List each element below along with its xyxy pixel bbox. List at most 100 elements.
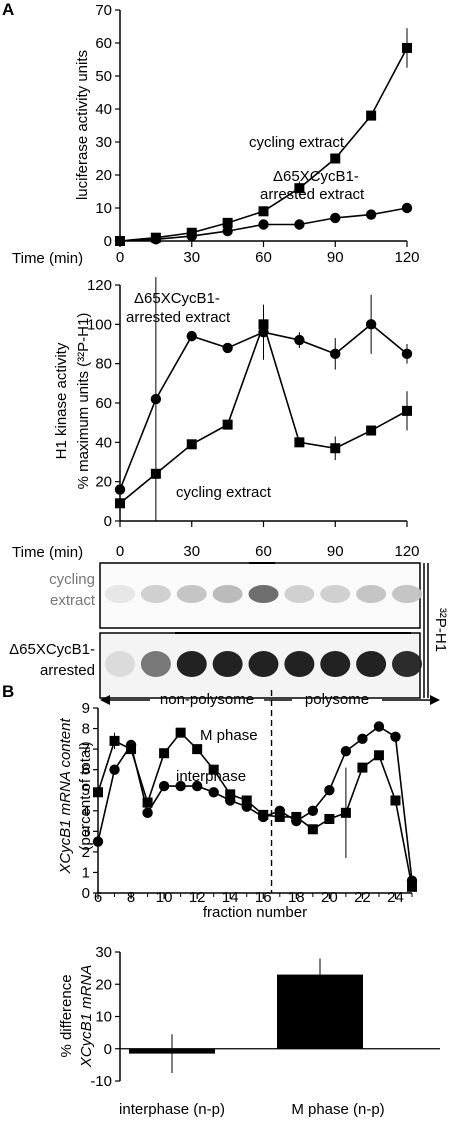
c1-series-1-point bbox=[186, 230, 197, 242]
c3-series-0-line bbox=[97, 731, 413, 887]
gel-band-row2 bbox=[356, 651, 387, 677]
gel-row2-label-1: Δ65XCycB1- bbox=[9, 641, 95, 658]
c3-series-0-point bbox=[407, 881, 417, 892]
c3-ytick-label: 2 bbox=[82, 844, 90, 861]
c1-annot-arrested-2: arrested extract bbox=[260, 186, 365, 203]
panel-label-b: B bbox=[2, 682, 14, 701]
c1-ytick-label: 10 bbox=[95, 200, 112, 217]
gel-band-row2 bbox=[248, 651, 279, 677]
gel-row2-label-2: arrested bbox=[40, 662, 95, 679]
c4-category-label: interphase (n-p) bbox=[119, 1101, 225, 1118]
gel-band-row2 bbox=[176, 651, 207, 677]
c2-series-0-point bbox=[401, 348, 413, 360]
c1-xtick-label: 90 bbox=[327, 249, 344, 266]
c2-xtick-label: 60 bbox=[255, 543, 272, 560]
c3-series-1-point bbox=[324, 785, 335, 796]
c4-ytick-label: -10 bbox=[90, 1073, 112, 1090]
c3-series-0-point bbox=[175, 727, 186, 738]
c1-series-0-point bbox=[294, 183, 305, 194]
difference-chart: % difference XCycB1 mRNA -10 0 10 20 30 inter… bbox=[58, 944, 440, 1118]
c3-series-0-point bbox=[307, 824, 318, 835]
gel-band-row2 bbox=[212, 651, 243, 677]
gel-band-row1 bbox=[105, 585, 135, 603]
c1-series-0-point bbox=[402, 42, 412, 53]
c3-series-1-point bbox=[175, 780, 186, 792]
c3-xtick-label: 14 bbox=[222, 889, 239, 906]
gel-band-row1 bbox=[140, 585, 171, 603]
c3-xtick-label: 12 bbox=[189, 889, 206, 906]
c2-series-0-point bbox=[150, 393, 162, 405]
c1-series-1-point bbox=[258, 219, 269, 230]
c3-ytick-label: 0 bbox=[82, 885, 90, 902]
c3-series-0-point bbox=[159, 748, 170, 759]
c1-series-1-point bbox=[294, 219, 305, 230]
c3-ytick-label: 7 bbox=[82, 741, 90, 758]
c3-series-1-point bbox=[225, 795, 236, 806]
c3-ylabel-2: (percent of total) bbox=[77, 741, 94, 850]
c2-series-1-point bbox=[294, 437, 305, 448]
gel-band-row1 bbox=[212, 585, 243, 603]
c3-ytick-label: 5 bbox=[82, 782, 90, 799]
c2-series-0-point bbox=[222, 342, 233, 354]
c2-ytick-label: 100 bbox=[87, 316, 112, 333]
c3-xtick-label: 20 bbox=[321, 889, 338, 906]
c3-series-0-point bbox=[225, 789, 236, 800]
c2-xtick-label: 30 bbox=[183, 543, 200, 560]
c2-xtick-label: 0 bbox=[116, 543, 124, 560]
c1-series-1-point bbox=[150, 234, 162, 245]
c3-series-0-point bbox=[373, 750, 384, 761]
gel-band-row1 bbox=[284, 585, 315, 603]
c1-xtick-label: 120 bbox=[394, 249, 419, 266]
c3-ytick-label: 6 bbox=[82, 762, 90, 779]
c1-xlabel: Time (min) bbox=[12, 250, 83, 267]
c1-annot-cycling: cycling extract bbox=[249, 134, 345, 151]
c3-xlabel: fraction number bbox=[203, 904, 307, 921]
c3-series-1-point bbox=[208, 787, 219, 798]
c2-ylabel-1: H1 kinase activity bbox=[53, 342, 70, 459]
c2-xlabel: Time (min) bbox=[12, 544, 83, 561]
gel-band-row2 bbox=[284, 651, 315, 677]
c3-series-1-point bbox=[274, 805, 285, 816]
c3-series-0-point bbox=[357, 762, 368, 773]
c2-series-0-point bbox=[294, 334, 305, 346]
c1-series-1-point bbox=[330, 212, 341, 224]
c1-series-1-point bbox=[365, 209, 377, 220]
c1-xtick-label: 0 bbox=[116, 249, 124, 266]
c3-series-0-point bbox=[109, 735, 120, 746]
c1-xtick-label: 30 bbox=[183, 249, 200, 266]
c3-series-1-point bbox=[357, 733, 368, 745]
c3-series-1-point bbox=[241, 801, 252, 812]
c2-annot-cycling: cycling extract bbox=[176, 484, 272, 501]
c2-ylabel-2: % maximum units (³²P-H1) bbox=[75, 313, 92, 490]
h1-kinase-chart: H1 kinase activity % maximum units (³²P-… bbox=[12, 277, 420, 561]
c1-ytick-label: 20 bbox=[95, 167, 112, 184]
c1-series-0-point bbox=[258, 206, 269, 217]
c2-series-0-point bbox=[330, 348, 341, 360]
gel-band-row2 bbox=[320, 651, 351, 677]
c3-series-1-point bbox=[191, 780, 203, 792]
c3-xtick-label: 16 bbox=[255, 889, 272, 906]
c3-xtick-label: 18 bbox=[288, 889, 305, 906]
c3-series-1-point bbox=[125, 739, 137, 751]
c1-ytick-label: 70 bbox=[95, 2, 112, 19]
c2-series-1-point bbox=[115, 498, 125, 509]
c1-ylabel: luciferase activity units bbox=[74, 50, 91, 200]
c3-xtick-label: 6 bbox=[94, 889, 102, 906]
c2-ytick-label: 0 bbox=[104, 513, 112, 530]
panel-label-a: A bbox=[2, 0, 14, 19]
c1-ytick-label: 40 bbox=[95, 101, 112, 118]
c3-series-1-point bbox=[92, 836, 104, 847]
c1-annot-arrested-1: Δ65XCycB1- bbox=[273, 168, 359, 185]
gel-band-row1 bbox=[248, 585, 279, 603]
c1-series-1-point bbox=[222, 225, 233, 237]
c3-series-0-point bbox=[241, 795, 252, 806]
c3-region-arrow-left-head bbox=[100, 695, 110, 705]
luciferase-chart: luciferase activity units Time (min) cyc… bbox=[12, 2, 420, 267]
c1-ytick-label: 60 bbox=[95, 35, 112, 52]
c3-series-0-point bbox=[340, 807, 351, 818]
c3-xtick-label: 24 bbox=[387, 889, 404, 906]
c3-xtick-label: 8 bbox=[127, 889, 135, 906]
c3-annot-mphase: M phase bbox=[200, 727, 258, 744]
c2-ytick-label: 40 bbox=[95, 434, 112, 451]
